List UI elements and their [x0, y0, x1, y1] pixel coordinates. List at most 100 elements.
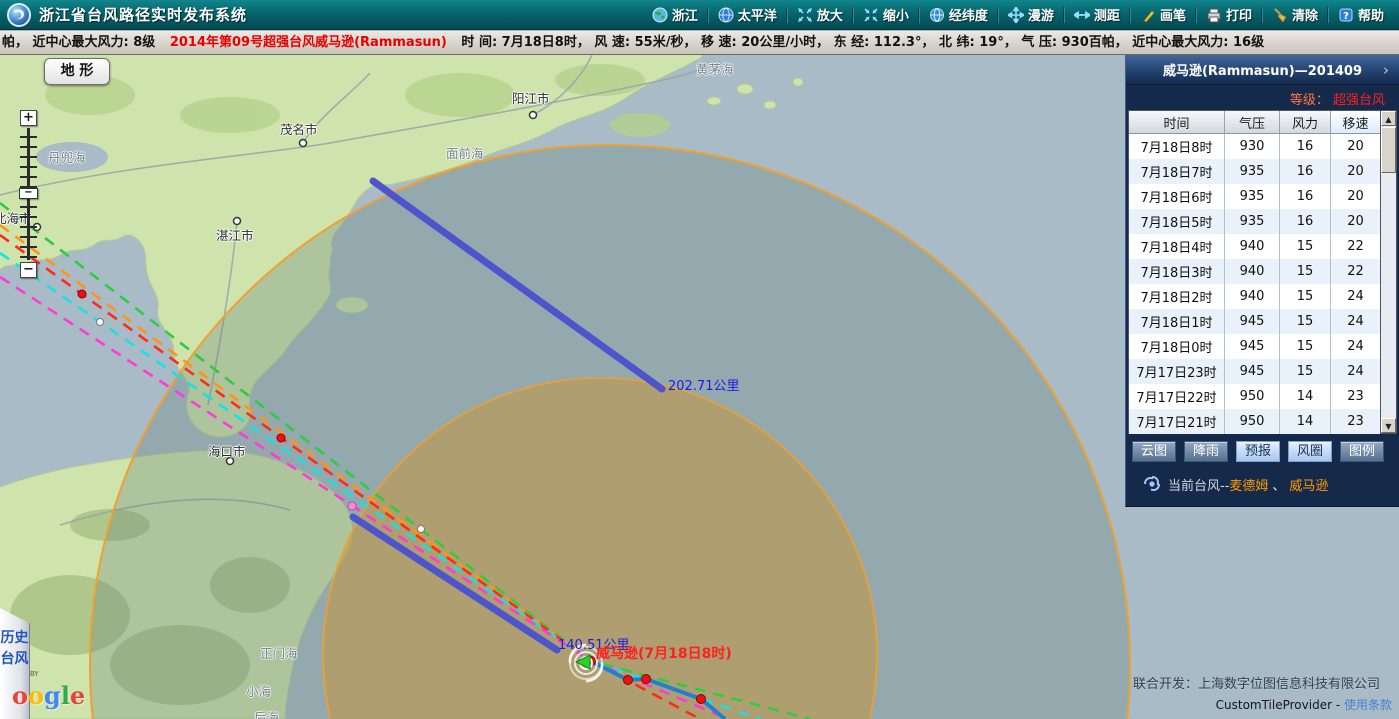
- tab-legend[interactable]: 图例: [1340, 441, 1384, 462]
- typhoon-data-table: 时间 气压 风力 移速 7月18日8时 930 16 20 7月18日7时 93…: [1128, 110, 1381, 434]
- table-row[interactable]: 7月18日0时 945 15 24: [1129, 334, 1380, 359]
- terms-of-use-link[interactable]: 使用条款: [1343, 698, 1392, 712]
- toolbar: 浙江 太平洋 放大 缩小: [643, 0, 1399, 29]
- cell-time: 7月18日2时: [1129, 284, 1225, 309]
- panel-title: 威马逊(Rammasun)—201409: [1162, 64, 1363, 79]
- toolbar-pan-label: 漫游: [1027, 9, 1054, 24]
- toolbar-pacific-button[interactable]: 太平洋: [709, 0, 786, 29]
- svg-text:?: ?: [1343, 11, 1349, 22]
- tab-cloud[interactable]: 云图: [1132, 441, 1176, 462]
- table-row[interactable]: 7月17日22时 950 14 23: [1129, 384, 1380, 409]
- table-row[interactable]: 7月18日8时 930 16 20: [1129, 134, 1380, 159]
- help-icon: ?: [1338, 7, 1354, 23]
- zoom-slider-handle[interactable]: −: [19, 188, 38, 199]
- table-row[interactable]: 7月18日1时 945 15 24: [1129, 309, 1380, 334]
- col-header-time[interactable]: 时间: [1129, 111, 1225, 133]
- map-viewport[interactable]: 北海市 茂名市 阳江市 湛江市 海口市 丹兜海 面前海 黄茅海 正门海 小海 后…: [0, 55, 1399, 719]
- col-header-wind[interactable]: 风力: [1280, 111, 1331, 133]
- toolbar-measure-button[interactable]: 测距: [1065, 0, 1129, 29]
- cell-wind: 15: [1280, 259, 1331, 284]
- typhoon-detail-panel: 威马逊(Rammasun)—201409 › 等级： 超强台风 时间 气压 风力…: [1125, 55, 1399, 507]
- toolbar-print-label: 打印: [1225, 9, 1252, 24]
- typhoon-position-label: 威马逊(7月18日8时): [596, 646, 732, 662]
- toolbar-clear-label: 清除: [1291, 9, 1318, 24]
- cell-pressure: 945: [1225, 359, 1280, 384]
- toolbar-zoom-in-button[interactable]: 放大: [788, 0, 852, 29]
- cell-wind: 14: [1280, 384, 1331, 409]
- zoom-slider-track[interactable]: −: [19, 128, 38, 260]
- cell-wind: 15: [1280, 334, 1331, 359]
- google-logo: oogle: [12, 681, 86, 710]
- cell-speed: 22: [1347, 264, 1364, 279]
- table-scrollbar[interactable]: ▲ ▼: [1380, 110, 1397, 434]
- sea-label-dandouhai: 丹兜海: [48, 150, 86, 165]
- table-row[interactable]: 7月18日4时 940 15 22: [1129, 234, 1380, 259]
- codev-attribution: 联合开发：上海数字位图信息科技有限公司: [1133, 677, 1381, 692]
- toolbar-pan-button[interactable]: 漫游: [999, 0, 1063, 29]
- scrollbar-thumb[interactable]: [1381, 127, 1396, 173]
- col-header-pressure[interactable]: 气压: [1225, 111, 1280, 133]
- history-typhoon-button[interactable]: 历史台风: [0, 608, 30, 719]
- tab-forecast[interactable]: 预报: [1236, 441, 1280, 462]
- toolbar-print-button[interactable]: 打印: [1197, 0, 1261, 29]
- typhoon-link-matmo[interactable]: 麦德姆: [1229, 478, 1269, 494]
- toolbar-pen-button[interactable]: 画笔: [1131, 0, 1195, 29]
- cell-wind: 14: [1280, 409, 1331, 434]
- cell-pressure: 940: [1225, 234, 1280, 259]
- table-row[interactable]: 7月18日5时 935 16 20: [1129, 209, 1380, 234]
- table-row[interactable]: 7月18日3时 940 15 22: [1129, 259, 1380, 284]
- scrollbar-up-arrow-icon[interactable]: ▲: [1381, 111, 1396, 126]
- cell-speed: 22: [1347, 239, 1364, 254]
- toolbar-clear-button[interactable]: 清除: [1263, 0, 1327, 29]
- toolbar-zoom-in-label: 放大: [816, 9, 843, 24]
- cell-speed: 23: [1347, 389, 1364, 404]
- table-row[interactable]: 7月17日23时 945 15 24: [1129, 359, 1380, 384]
- measure-icon: [1072, 7, 1092, 23]
- tab-rain[interactable]: 降雨: [1184, 441, 1228, 462]
- cell-time: 7月18日6时: [1129, 184, 1225, 209]
- toolbar-measure-label: 测距: [1093, 9, 1120, 24]
- table-row[interactable]: 7月18日6时 935 16 20: [1129, 184, 1380, 209]
- typhoon-marker[interactable]: [568, 643, 604, 683]
- toolbar-zhejiang-label: 浙江: [671, 9, 698, 24]
- toolbar-help-button[interactable]: ? 帮助: [1329, 0, 1393, 29]
- ticker-prefix: 帕， 近中心最大风力: 8级: [2, 35, 156, 50]
- pan-icon: [1006, 4, 1026, 25]
- toolbar-zoom-out-label: 缩小: [882, 9, 909, 24]
- measure-label-outer: 202.71公里: [668, 379, 740, 394]
- toolbar-separator: [851, 6, 854, 23]
- toolbar-zhejiang-button[interactable]: 浙江: [643, 0, 707, 29]
- toolbar-latlon-button[interactable]: 经纬度: [920, 0, 997, 29]
- cell-speed: 20: [1347, 164, 1364, 179]
- cell-pressure: 940: [1225, 259, 1280, 284]
- cell-time: 7月18日8时: [1129, 134, 1225, 159]
- cell-time: 7月18日7时: [1129, 159, 1225, 184]
- cell-pressure: 935: [1225, 159, 1280, 184]
- wind-circle-inner: [322, 377, 878, 719]
- scrollbar-down-arrow-icon[interactable]: ▼: [1381, 418, 1396, 433]
- tab-wind-circle[interactable]: 风圈: [1288, 441, 1332, 462]
- toolbar-zoom-out-button[interactable]: 缩小: [854, 0, 918, 29]
- cell-speed: 24: [1347, 339, 1364, 354]
- titlebar: 浙江省台风路径实时发布系统 浙江 太平洋 放大: [0, 0, 1399, 30]
- measure-label-inner: 140.51公里: [558, 638, 630, 653]
- cell-wind: 15: [1280, 309, 1331, 334]
- cell-speed: 20: [1347, 214, 1364, 229]
- pen-icon: [1140, 7, 1156, 23]
- table-row[interactable]: 7月18日2时 940 15 24: [1129, 284, 1380, 309]
- zoom-out-icon: [863, 7, 879, 23]
- map-canvas[interactable]: [0, 55, 1399, 719]
- zoom-out-button[interactable]: −: [20, 262, 37, 278]
- panel-expand-arrow-icon[interactable]: ›: [1383, 60, 1389, 79]
- table-row[interactable]: 7月17日21时 950 14 23: [1129, 409, 1380, 434]
- sea-label-xiaohai: 小海: [246, 684, 272, 699]
- cell-speed: 24: [1347, 364, 1364, 379]
- col-header-speed[interactable]: 移速: [1331, 111, 1380, 133]
- terrain-button[interactable]: 地 形: [44, 58, 110, 85]
- typhoon-link-rammasun[interactable]: 威马逊: [1289, 478, 1329, 494]
- zoom-in-button[interactable]: +: [20, 110, 37, 126]
- table-row[interactable]: 7月18日7时 935 16 20: [1129, 159, 1380, 184]
- table-header-row: 时间 气压 风力 移速: [1129, 111, 1380, 134]
- cell-speed: 24: [1347, 314, 1364, 329]
- cell-time: 7月17日21时: [1129, 409, 1225, 434]
